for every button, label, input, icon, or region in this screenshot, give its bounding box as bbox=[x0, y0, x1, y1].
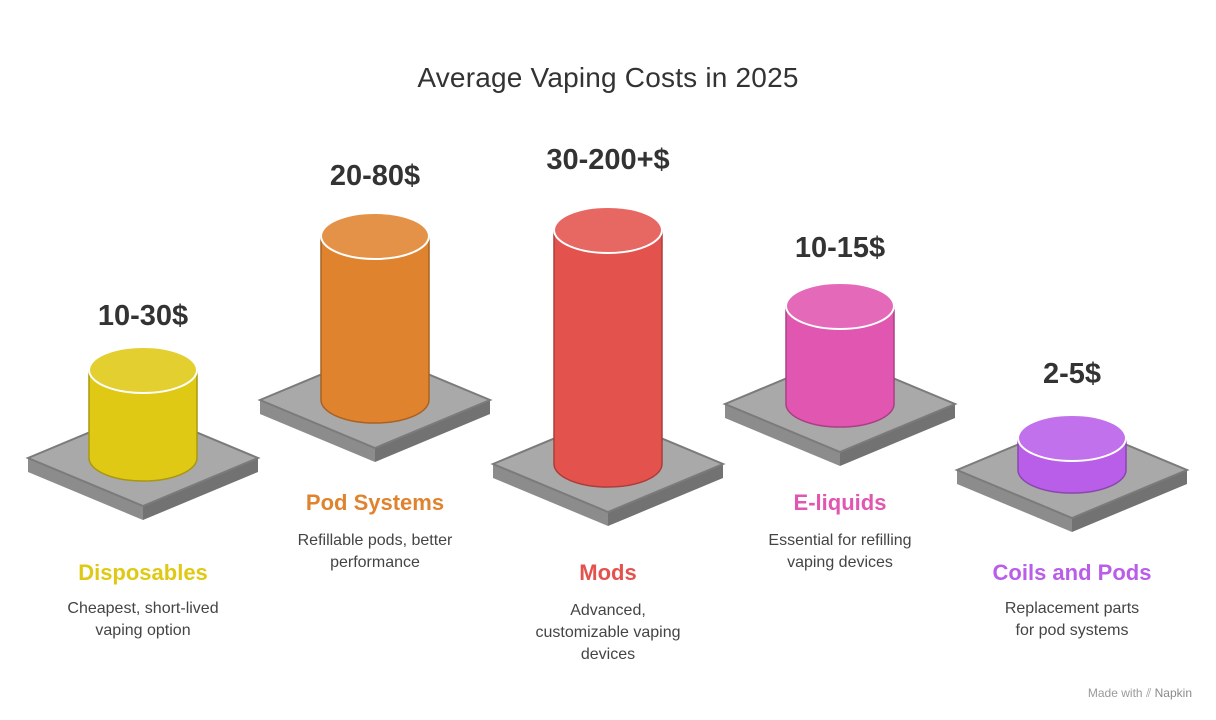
desc-e-liquids: Essential for refilling vaping devices bbox=[720, 530, 960, 574]
platform-side-left bbox=[493, 464, 608, 526]
platform-side-right bbox=[608, 464, 723, 526]
cylinder-top bbox=[320, 212, 430, 260]
label-e-liquids: E-liquids bbox=[793, 490, 887, 515]
desc-line: Advanced, bbox=[570, 602, 646, 619]
price-coils-and-pods: 2-5$ bbox=[1042, 358, 1102, 390]
watermark-brand: Napkin bbox=[1154, 686, 1192, 700]
desc-line: vaping devices bbox=[787, 554, 893, 571]
desc-line: customizable vaping bbox=[535, 624, 681, 641]
desc-line: Replacement parts bbox=[1004, 600, 1140, 617]
napkin-logo-icon: ⫽ bbox=[1145, 686, 1152, 700]
platform-side-right bbox=[375, 400, 490, 462]
page-title: Average Vaping Costs in 2025 bbox=[417, 62, 799, 93]
desc-mods: Advanced, customizable vaping devices bbox=[488, 600, 728, 666]
cylinder-top bbox=[785, 282, 895, 330]
label-disposables: Disposables bbox=[78, 560, 208, 585]
label-pod-systems: Pod Systems bbox=[305, 490, 445, 515]
platform-side-right bbox=[1072, 470, 1187, 532]
price-pod-systems: 20-80$ bbox=[329, 160, 421, 192]
price-mods: 30-200+$ bbox=[546, 144, 670, 176]
platform-side-left bbox=[725, 404, 840, 466]
desc-line: Essential for refilling bbox=[768, 532, 912, 549]
price-disposables: 10-30$ bbox=[97, 300, 189, 332]
cylinder-body bbox=[88, 369, 198, 482]
desc-line: for pod systems bbox=[1015, 622, 1129, 639]
desc-line: Refillable pods, better bbox=[297, 532, 453, 549]
label-coils-and-pods: Coils and Pods bbox=[992, 560, 1152, 585]
desc-line: performance bbox=[330, 554, 420, 571]
cylinder-top bbox=[553, 206, 663, 254]
platform-side-left bbox=[260, 400, 375, 462]
price-e-liquids: 10-15$ bbox=[794, 232, 886, 264]
platform-side-left bbox=[957, 470, 1072, 532]
platform-side-right bbox=[840, 404, 955, 466]
cylinder-body bbox=[785, 305, 895, 428]
desc-disposables: Cheapest, short-lived vaping option bbox=[23, 598, 263, 642]
cylinder-body bbox=[553, 229, 663, 488]
watermark: Made with ⫽ Napkin bbox=[1088, 686, 1192, 701]
desc-line: devices bbox=[580, 646, 636, 663]
platform-side-left bbox=[28, 458, 143, 520]
platform-side-right bbox=[143, 458, 258, 520]
label-mods: Mods bbox=[579, 560, 637, 585]
desc-coils-and-pods: Replacement parts for pod systems bbox=[952, 598, 1192, 642]
cylinder-top bbox=[88, 346, 198, 394]
watermark-prefix: Made with bbox=[1087, 686, 1143, 700]
desc-line: Cheapest, short-lived bbox=[67, 600, 219, 617]
desc-pod-systems: Refillable pods, better performance bbox=[255, 530, 495, 574]
cylinder-top bbox=[1017, 414, 1127, 462]
desc-line: vaping option bbox=[95, 622, 191, 639]
cylinder-body bbox=[320, 235, 430, 424]
